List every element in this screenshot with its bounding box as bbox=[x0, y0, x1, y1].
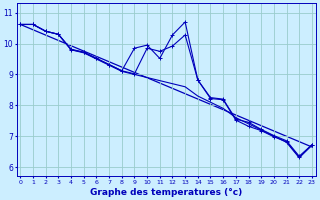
X-axis label: Graphe des temperatures (°c): Graphe des temperatures (°c) bbox=[90, 188, 242, 197]
